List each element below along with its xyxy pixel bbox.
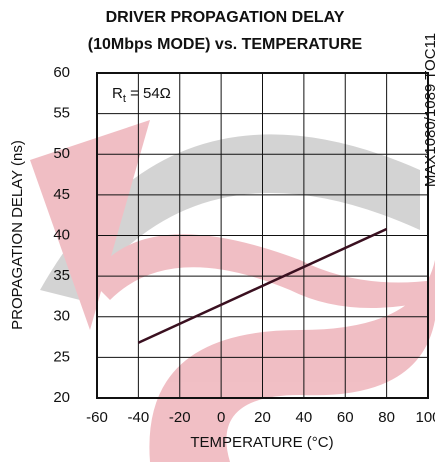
y-tick-label: 55 — [53, 105, 70, 122]
x-tick-label: 100 — [415, 409, 435, 426]
chart-title: DRIVER PROPAGATION DELAY — [106, 9, 345, 26]
plot-frame — [96, 72, 429, 399]
x-tick-label: 20 — [254, 409, 271, 426]
x-tick-label: 60 — [337, 409, 354, 426]
x-tick-label: 40 — [296, 409, 313, 426]
x-tick-label: -40 — [128, 409, 150, 426]
annotation-part: t — [123, 93, 126, 105]
annotation-part: R — [112, 85, 123, 102]
data-line — [137, 227, 388, 344]
y-tick-label: 40 — [53, 226, 70, 243]
y-axis-label: PROPAGATION DELAY (ns) — [9, 140, 26, 330]
y-tick-label: 45 — [53, 186, 70, 203]
y-tick-label: 50 — [53, 145, 70, 162]
x-axis-label: TEMPERATURE (°C) — [190, 434, 333, 451]
y-tick-label: 35 — [53, 267, 70, 284]
y-tick-label: 20 — [53, 389, 70, 406]
annotation-part: = 54Ω — [126, 85, 171, 102]
x-tick-label: -60 — [86, 409, 108, 426]
y-tick-label: 25 — [53, 348, 70, 365]
y-tick-label: 60 — [53, 64, 70, 81]
x-tick-label: 0 — [217, 409, 225, 426]
annotation: Rt = 54Ω — [112, 85, 171, 105]
y-tick-label: 30 — [53, 308, 70, 325]
x-tick-label: 80 — [378, 409, 395, 426]
chart-title: (10Mbps MODE) vs. TEMPERATURE — [88, 36, 363, 53]
x-tick-label: -20 — [169, 409, 191, 426]
